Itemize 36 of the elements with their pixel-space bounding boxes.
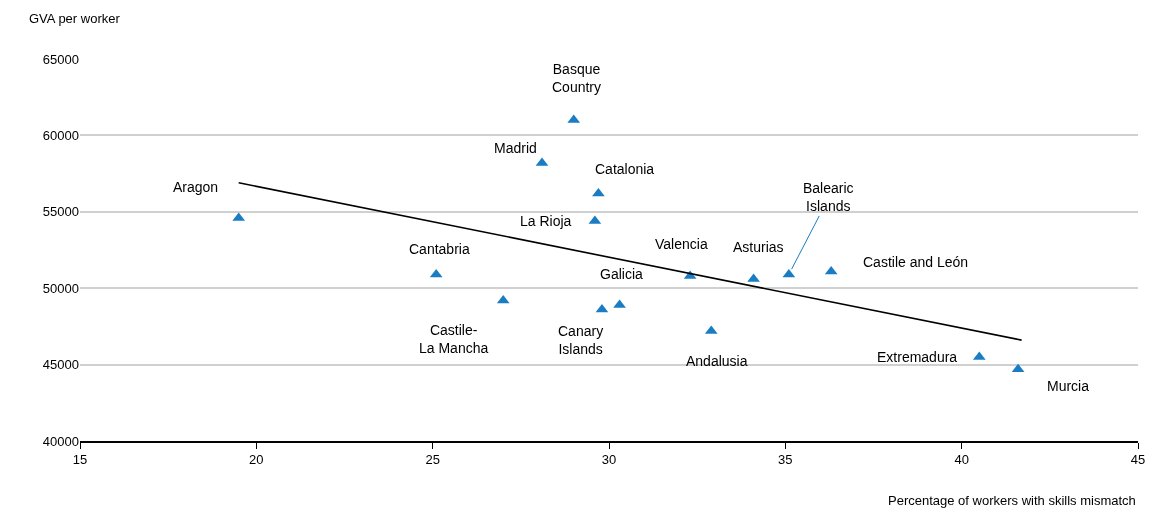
x-tick-label: 30 [601,452,617,468]
x-tick-label: 20 [249,452,264,468]
annotation: Murcia [1047,378,1090,394]
point [824,265,838,275]
x-tick-label: 40 [954,452,969,468]
x-axis-title: Percentage of workers with skills mismatch [888,493,1136,508]
annotation: Basque Country [552,61,602,96]
annotation: Castile and León [863,254,969,270]
annotation: Valencia [655,236,708,252]
y-tick-label: 55000 [42,204,79,220]
annotation: Catalonia [595,161,655,177]
x-tick-label: 35 [778,452,793,468]
point [782,268,796,278]
annotation: Cantabria [409,241,470,257]
x-tick-label: 45 [1130,452,1146,468]
annotation: Castile-La Mancha [419,322,489,357]
point [429,268,443,278]
annotation: Galicia [600,266,644,282]
y-tick-label: 50000 [42,280,79,296]
y-axis-title: GVA per worker [29,11,121,26]
point [496,294,510,304]
annotation: Madrid [494,140,537,156]
annotation: La Rioja [520,213,572,229]
annotation: Andalusia [686,353,748,369]
annotation: Canary Islands [558,323,604,358]
annotation: Extremadura [877,349,958,365]
y-tick-label: 45000 [42,357,79,373]
y-tick-label: 40000 [42,433,79,449]
annotation: Balearic Islands [803,180,854,215]
y-tick-label: 60000 [42,127,79,143]
annotation: Asturias [733,239,784,255]
annotation: Aragon [173,179,219,195]
x-tick-label: 15 [72,452,88,468]
y-tick-label: 65000 [42,51,79,67]
point [592,187,605,197]
x-tick-label: 25 [425,452,440,468]
